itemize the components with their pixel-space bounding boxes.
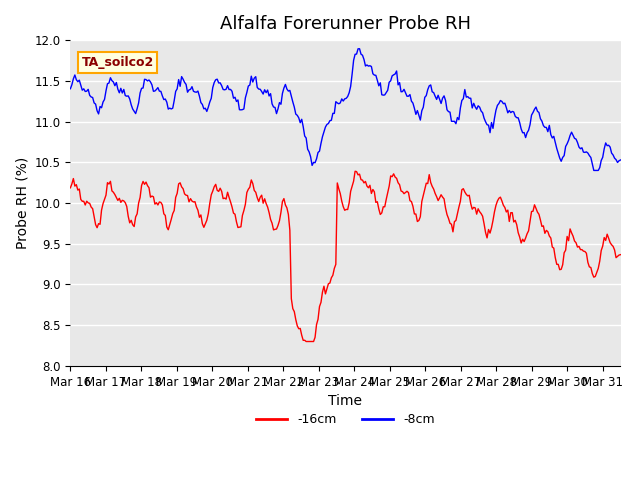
-16cm — [157, 200, 164, 205]
-16cm — [302, 338, 310, 344]
-8cm — [608, 150, 616, 156]
-8cm — [157, 88, 164, 94]
-16cm — [608, 242, 616, 248]
-8cm — [252, 74, 260, 80]
Y-axis label: Probe RH (%): Probe RH (%) — [15, 157, 29, 249]
-8cm — [67, 86, 74, 92]
-16cm — [473, 211, 481, 217]
-8cm — [356, 46, 364, 52]
Line: -16cm: -16cm — [70, 171, 621, 341]
X-axis label: Time: Time — [328, 394, 362, 408]
-16cm — [67, 185, 74, 191]
-8cm — [136, 90, 144, 96]
-16cm — [351, 168, 359, 174]
Legend: -16cm, -8cm: -16cm, -8cm — [252, 408, 440, 432]
-16cm — [136, 194, 144, 200]
-8cm — [471, 104, 479, 110]
-16cm — [252, 190, 260, 195]
-8cm — [347, 84, 355, 89]
-16cm — [617, 252, 625, 258]
Text: TA_soilco2: TA_soilco2 — [81, 56, 154, 69]
-16cm — [348, 183, 356, 189]
Title: Alfalfa Forerunner Probe RH: Alfalfa Forerunner Probe RH — [220, 15, 471, 33]
Line: -8cm: -8cm — [70, 49, 621, 170]
-8cm — [617, 157, 625, 163]
-8cm — [590, 168, 598, 173]
